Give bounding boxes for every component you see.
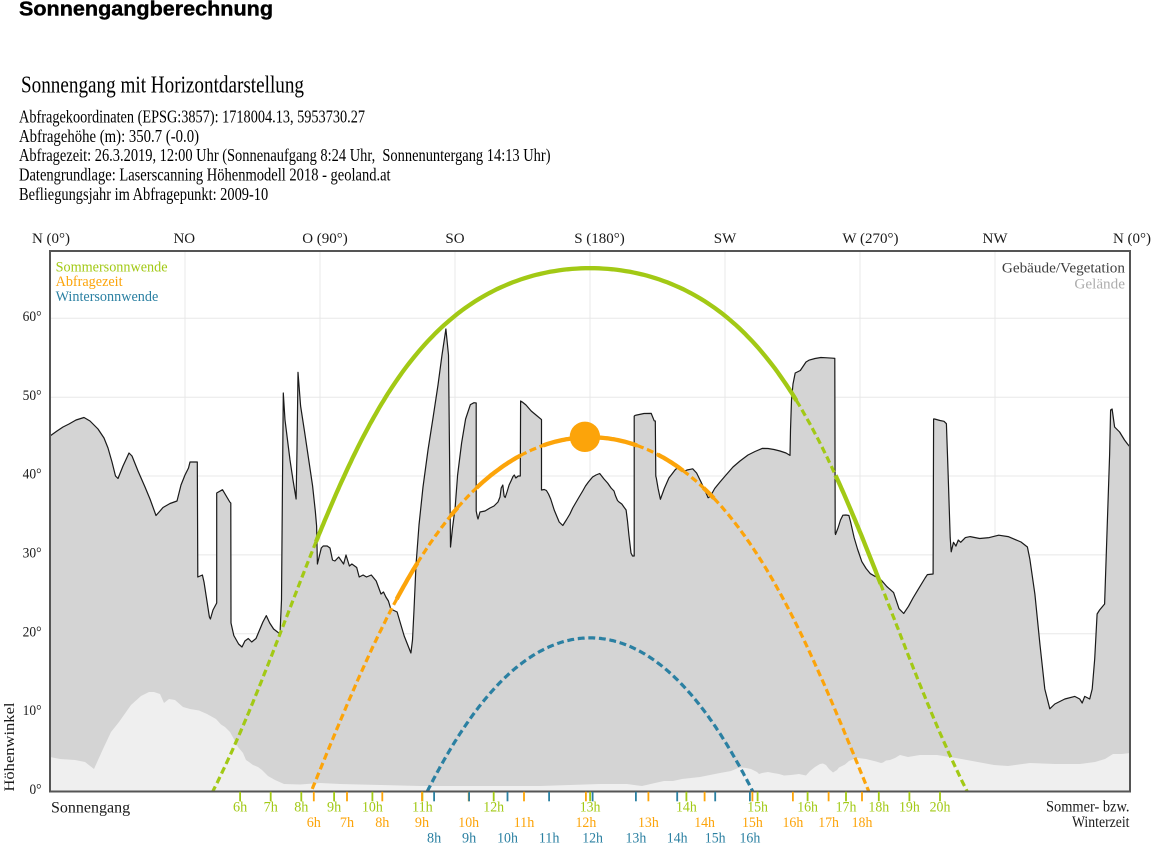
svg-text:13h: 13h [638, 815, 659, 831]
svg-text:16h: 16h [783, 815, 804, 831]
svg-text:Höhenwinkel: Höhenwinkel [2, 703, 18, 792]
svg-text:16h: 16h [797, 799, 818, 815]
svg-text:Winterzeit: Winterzeit [1072, 814, 1130, 831]
svg-text:Datengrundlage: Laserscanning: Datengrundlage: Laserscanning Höhenmodel… [19, 165, 391, 185]
svg-text:40°: 40° [23, 467, 42, 483]
svg-text:60°: 60° [23, 309, 42, 325]
svg-text:17h: 17h [818, 815, 839, 831]
svg-text:6h: 6h [233, 799, 248, 815]
svg-text:14h: 14h [667, 830, 688, 844]
svg-text:12h: 12h [483, 799, 504, 815]
svg-text:50°: 50° [23, 388, 42, 404]
svg-text:10h: 10h [497, 830, 518, 844]
svg-text:9h: 9h [415, 815, 430, 831]
svg-text:0°: 0° [30, 782, 42, 798]
svg-text:9h: 9h [327, 799, 342, 815]
svg-text:10°: 10° [23, 703, 42, 719]
svg-text:18h: 18h [852, 815, 873, 831]
svg-text:W (270°): W (270°) [842, 231, 898, 247]
svg-text:20h: 20h [930, 799, 951, 815]
svg-text:O (90°): O (90°) [302, 231, 348, 247]
svg-text:13h: 13h [626, 830, 647, 844]
svg-text:8h: 8h [294, 799, 309, 815]
svg-text:N (0°): N (0°) [1113, 231, 1151, 247]
svg-text:Abfragehöhe (m): 350.7 (-0.0): Abfragehöhe (m): 350.7 (-0.0) [19, 126, 199, 147]
svg-text:20°: 20° [23, 624, 42, 640]
svg-text:SW: SW [714, 231, 737, 247]
svg-text:Sommer- bzw.: Sommer- bzw. [1046, 798, 1130, 815]
svg-text:16h: 16h [740, 830, 761, 844]
svg-text:9h: 9h [462, 830, 477, 844]
svg-text:10h: 10h [362, 799, 383, 815]
svg-text:N (0°): N (0°) [32, 231, 70, 247]
svg-text:Sonnengang: Sonnengang [51, 800, 130, 817]
svg-text:13h: 13h [580, 799, 601, 815]
svg-text:Abfragekoordinaten (EPSG:3857): Abfragekoordinaten (EPSG:3857): 1718004.… [19, 107, 365, 128]
svg-text:14h: 14h [676, 799, 697, 815]
svg-text:Befliegungsjahr im Abfragepunk: Befliegungsjahr im Abfragepunkt: 2009-10 [19, 184, 268, 204]
svg-text:11h: 11h [412, 799, 433, 815]
svg-text:SO: SO [445, 231, 464, 247]
svg-text:Wintersonnwende: Wintersonnwende [56, 289, 159, 305]
svg-text:Abfragezeit: 26.3.2019, 12:00: Abfragezeit: 26.3.2019, 12:00 Uhr (Sonne… [19, 145, 551, 166]
svg-text:Sommersonnwende: Sommersonnwende [56, 259, 168, 275]
svg-text:7h: 7h [340, 815, 355, 831]
svg-text:8h: 8h [375, 815, 390, 831]
svg-text:NO: NO [173, 231, 195, 247]
svg-text:15h: 15h [742, 815, 763, 831]
svg-text:S (180°): S (180°) [574, 231, 625, 247]
svg-text:18h: 18h [868, 799, 889, 815]
svg-text:6h: 6h [307, 815, 322, 831]
svg-text:14h: 14h [694, 815, 715, 831]
svg-text:11h: 11h [514, 815, 535, 831]
svg-text:Gebäude/Vegetation: Gebäude/Vegetation [1002, 260, 1126, 277]
svg-text:30°: 30° [23, 546, 42, 562]
svg-text:Sonnengang mit Horizontdarstel: Sonnengang mit Horizontdarstellung [21, 73, 304, 99]
svg-text:10h: 10h [458, 815, 479, 831]
svg-text:15h: 15h [747, 799, 768, 815]
svg-text:Gelände: Gelände [1074, 276, 1125, 293]
svg-text:7h: 7h [264, 799, 279, 815]
svg-text:Abfragezeit: Abfragezeit [56, 274, 123, 290]
svg-text:11h: 11h [539, 830, 560, 844]
svg-text:15h: 15h [705, 830, 726, 844]
svg-text:17h: 17h [836, 799, 857, 815]
svg-text:19h: 19h [899, 799, 920, 815]
svg-text:12h: 12h [582, 830, 603, 844]
svg-text:8h: 8h [427, 830, 442, 844]
svg-text:Sonnengangberechnung: Sonnengangberechnung [19, 0, 273, 21]
svg-text:12h: 12h [576, 815, 597, 831]
svg-text:NW: NW [983, 231, 1009, 247]
